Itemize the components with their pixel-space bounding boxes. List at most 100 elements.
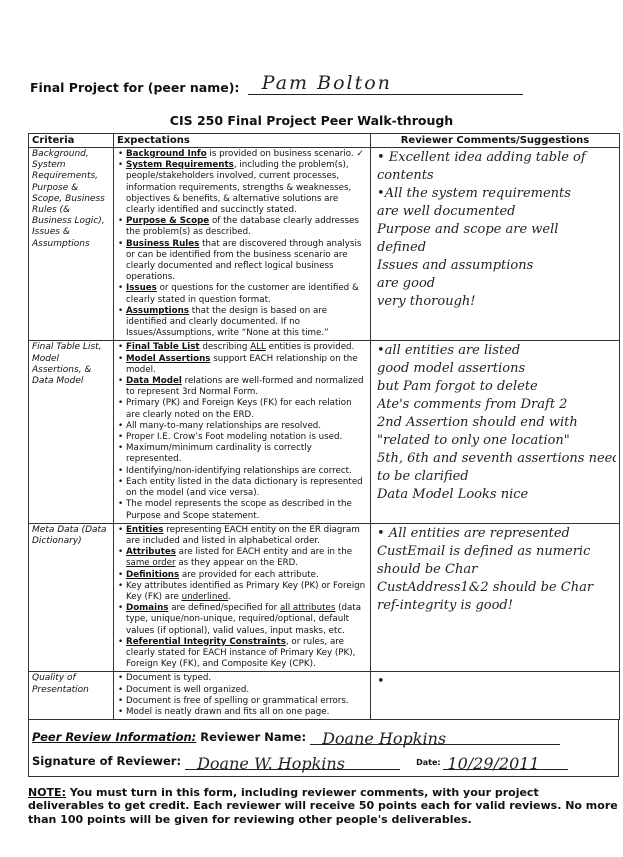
handwritten-comment-line: Ate's comments from Draft 2 — [377, 397, 568, 413]
note-paragraph: NOTE: You must turn in this form, includ… — [28, 786, 618, 826]
expectation-text: that the design is based on are identifi… — [126, 305, 329, 339]
expectation-text: The model represents the scope as descri… — [126, 499, 352, 521]
handwritten-comment-line: CustAddress1&2 should be Char — [377, 579, 594, 595]
expectation-text: entities is provided. — [265, 342, 355, 353]
expectation-text: , or rules, are clearly stated for EACH … — [126, 636, 356, 670]
expectation-text: is provided on business scenario. ✓ — [206, 149, 364, 159]
expectation-item: Purpose & Scope of the database clearly … — [118, 216, 367, 238]
handwritten-comment-line: ref-integrity is good! — [377, 597, 513, 613]
expectation-emphasis: underlined — [181, 591, 229, 602]
expectation-text: Model is neatly drawn and fits all on on… — [126, 706, 330, 717]
handwritten-comment-line: • Excellent idea adding table of — [377, 150, 586, 165]
expectations-list: Final Table List describing ALL entities… — [116, 342, 367, 521]
expectation-term: Entities — [126, 524, 164, 535]
expectation-item: Entities representing EACH entity on the… — [118, 524, 367, 547]
expectations-list: Entities representing EACH entity on the… — [116, 525, 367, 671]
walkthrough-table: Criteria Expectations Reviewer Comments/… — [28, 133, 620, 721]
expectation-item: Key attributes identified as Primary Key… — [118, 581, 367, 603]
handwritten-comment-line: Purpose and scope are well — [377, 222, 559, 237]
column-header-comments: Reviewer Comments/Suggestions — [370, 133, 620, 148]
expectation-emphasis: all attributes — [280, 603, 336, 614]
expectation-text: as they appear on the ERD. — [175, 558, 299, 569]
expectation-text: Document is free of spelling or grammati… — [126, 695, 349, 706]
expectation-item: Definitions are provided for each attrib… — [118, 570, 367, 581]
expectation-item: Model is neatly drawn and fits all on on… — [118, 706, 367, 718]
handwritten-comment-line: Data Model Looks nice — [377, 487, 529, 503]
reviewer-comments-cell: • All entities are represented CustEmail … — [370, 522, 620, 673]
expectations-list: Background Info is provided on business … — [116, 149, 367, 339]
expectation-text: that are discovered through analysis or … — [126, 238, 362, 283]
reviewer-comments-cell: •all entities are listed good model asser… — [370, 340, 620, 524]
handwritten-comment-line: Issues and assumptions — [377, 258, 534, 273]
peer-name-handwritten: Pam Bolton — [261, 72, 392, 94]
expectation-text: Document is well organized. — [126, 684, 250, 695]
reviewer-name-label: Reviewer Name: — [200, 730, 307, 745]
peer-review-box: Peer Review Information: Reviewer Name: … — [28, 720, 619, 778]
criteria-cell: Final Table List, Model Assertions, & Da… — [28, 340, 114, 524]
expectation-item: Each entity listed in the data dictionar… — [118, 477, 367, 499]
expectation-term: Purpose & Scope — [126, 216, 210, 227]
expectation-text: Primary (PK) and Foreign Keys (FK) for e… — [126, 398, 352, 420]
expectation-term: Business Rules — [126, 238, 200, 249]
expectations-cell: Background Info is provided on business … — [113, 146, 371, 342]
expectation-text: . — [228, 591, 231, 602]
note-label: NOTE: — [28, 786, 66, 800]
expectation-item: Maximum/minimum cardinality is correctly… — [118, 443, 367, 465]
peer-review-info-label: Peer Review Information: — [32, 730, 197, 745]
expectation-text: Document is typed. — [126, 673, 212, 684]
table-row: Meta Data (Data Dictionary)Entities repr… — [28, 522, 620, 673]
expectation-text: , including the problem(s), people/stake… — [126, 160, 352, 216]
peer-name-label: Final Project for (peer name): — [30, 80, 240, 95]
form-body: Criteria Expectations Reviewer Comments/… — [28, 133, 620, 846]
page-title: CIS 250 Final Project Peer Walk-through — [169, 113, 454, 128]
expectation-text: are listed for EACH entity and are in th… — [175, 547, 353, 558]
expectations-cell: Document is typed.Document is well organ… — [113, 671, 371, 721]
expectation-text: All many-to-many relationships are resol… — [126, 420, 322, 431]
expectation-text: are defined/specified for — [168, 603, 281, 614]
handwritten-comment-line: • — [377, 674, 385, 690]
date-handwritten: 10/29/2011 — [447, 754, 540, 774]
handwritten-comment-line: are well documented — [377, 204, 516, 219]
expectation-text: representing EACH entity on the ER diagr… — [126, 524, 360, 546]
expectation-text: describing — [199, 342, 251, 353]
expectation-item: Model Assertions support EACH relationsh… — [118, 353, 367, 376]
reviewer-name-handwritten: Doane Hopkins — [322, 729, 447, 749]
expectation-item: System Requirements, including the probl… — [118, 160, 367, 216]
date-field: 10/29/2011 — [443, 754, 569, 774]
expectation-emphasis: same order — [126, 558, 176, 569]
handwritten-comment-line: good model assertions — [377, 361, 526, 377]
expectation-item: Document is typed. — [118, 673, 367, 684]
expectation-term: Attributes — [126, 547, 176, 558]
peer-name-line: Pam Bolton — [247, 72, 523, 95]
expectation-item: Document is free of spelling or grammati… — [118, 695, 367, 707]
table-row: Final Table List, Model Assertions, & Da… — [28, 340, 620, 524]
handwritten-comment-line: to be clarified — [377, 469, 469, 485]
table-row: Background, System Requirements, Purpose… — [28, 146, 620, 342]
handwritten-comment-line: are good — [377, 276, 436, 291]
reviewer-name-row: Peer Review Information: Reviewer Name: … — [32, 729, 615, 749]
expectation-item: Final Table List describing ALL entities… — [118, 342, 367, 353]
expectation-item: Background Info is provided on business … — [118, 149, 367, 160]
column-header-expectations: Expectations — [113, 133, 371, 148]
expectation-text: (data type, unique/non-unique, required/… — [126, 603, 362, 636]
expectation-text: support EACH relationship on the model. — [126, 353, 358, 375]
date-row: Date: 10/29/2011 — [416, 754, 569, 774]
reviewer-comments-cell: • — [370, 671, 620, 721]
expectation-text: Identifying/non-identifying relationship… — [126, 465, 352, 476]
criteria-cell: Meta Data (Data Dictionary) — [28, 522, 114, 673]
expectation-item: Domains are defined/specified for all at… — [118, 603, 367, 637]
expectation-text: or questions for the customer are identi… — [126, 283, 359, 305]
expectation-item: Identifying/non-identifying relationship… — [118, 465, 367, 477]
handwritten-comment-line: contents — [377, 168, 434, 183]
criteria-cell: Background, System Requirements, Purpose… — [28, 146, 114, 342]
expectation-item: Referential Integrity Constraints, or ru… — [118, 636, 367, 671]
expectation-text: of the database clearly addresses the pr… — [126, 216, 359, 238]
signature-field: Doane W. Hopkins — [185, 756, 401, 772]
expectation-text: relations are well-formed and normalized… — [126, 376, 364, 398]
handwritten-comment-line: defined — [377, 240, 427, 255]
column-header-criteria: Criteria — [28, 133, 114, 148]
handwritten-comment-line: "related to only one location" — [377, 433, 570, 449]
handwritten-comment-line: CustEmail is defined as numeric — [377, 543, 591, 559]
expectations-cell: Entities representing EACH entity on the… — [113, 522, 371, 673]
expectation-term: Assumptions — [126, 305, 189, 316]
